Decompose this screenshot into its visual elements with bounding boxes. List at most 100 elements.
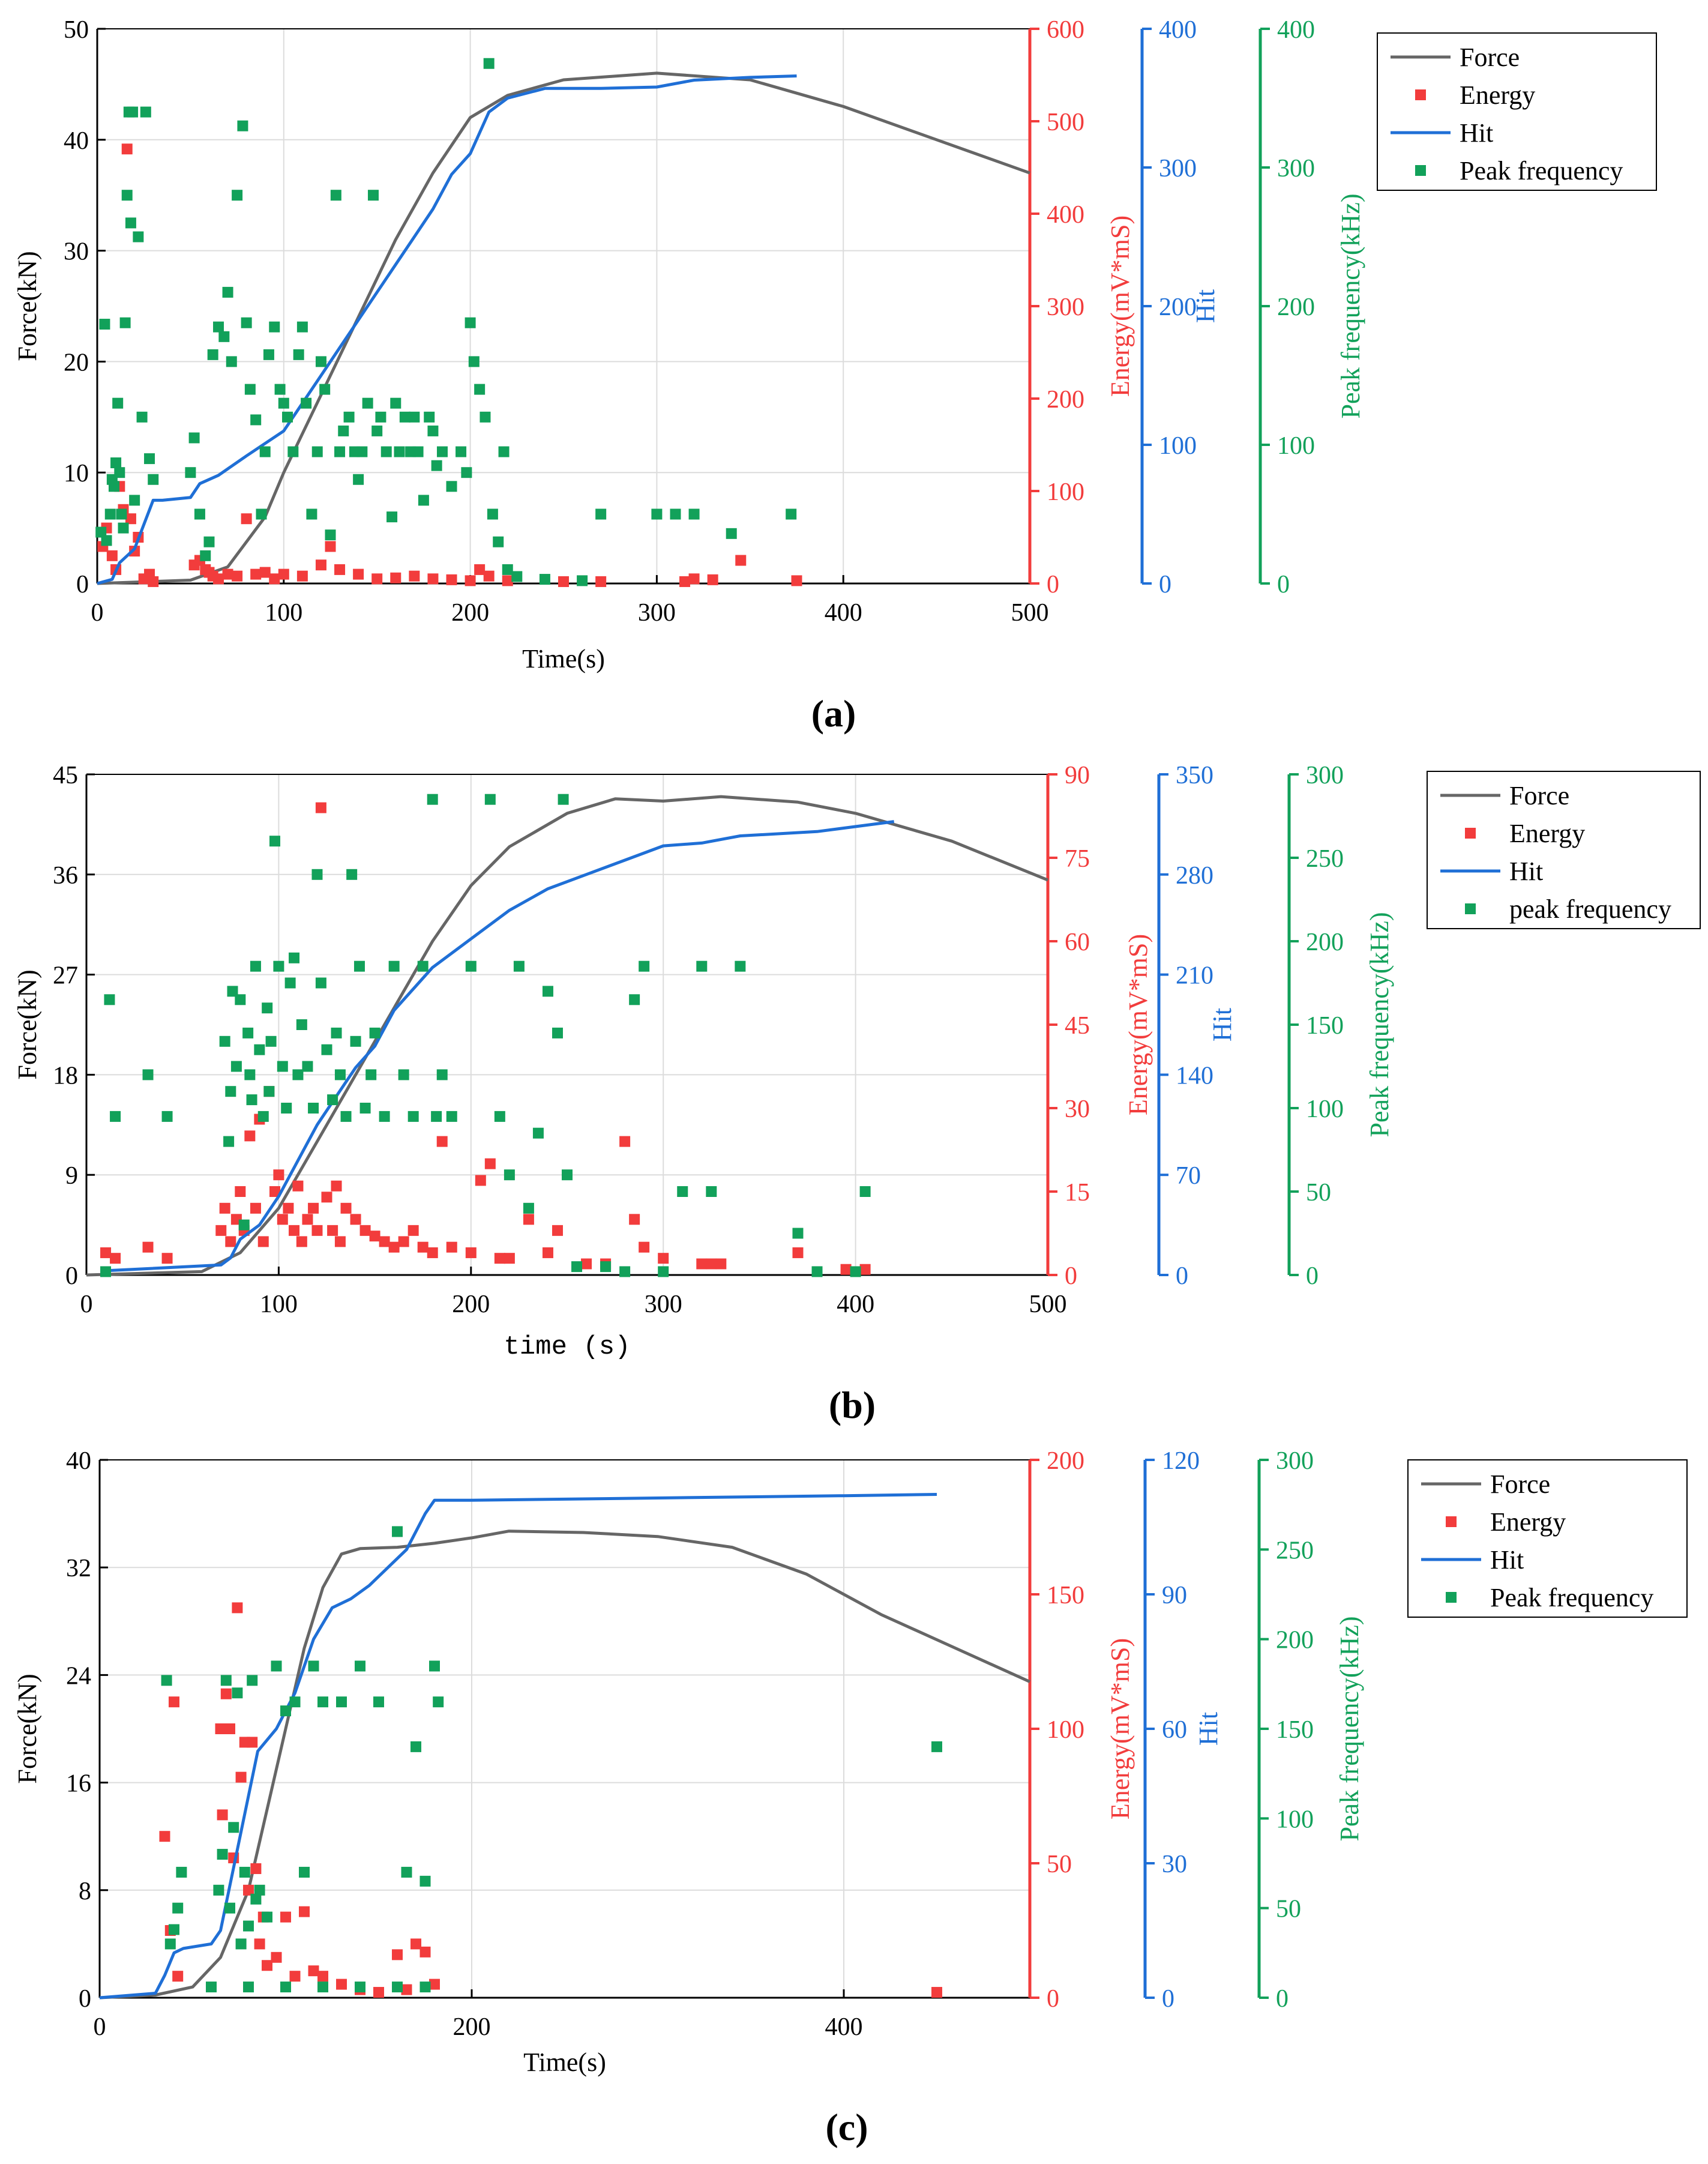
energy-point bbox=[502, 575, 513, 586]
peak-point bbox=[429, 1660, 440, 1672]
peak-point bbox=[315, 356, 326, 367]
peak-point bbox=[356, 446, 368, 457]
peak-point bbox=[338, 425, 349, 436]
legend-label-hit: Hit bbox=[1490, 1545, 1524, 1575]
peak-point bbox=[552, 1027, 563, 1038]
peak-point bbox=[218, 331, 230, 342]
peak-point bbox=[144, 453, 155, 465]
peak-point bbox=[225, 1086, 236, 1097]
x-tick-label: 0 bbox=[91, 599, 104, 627]
peak-point bbox=[263, 349, 274, 360]
peak-point bbox=[394, 446, 405, 457]
energy-point bbox=[110, 1253, 121, 1264]
energy-point bbox=[269, 573, 280, 585]
peak-point bbox=[284, 977, 296, 989]
series-force bbox=[99, 1530, 1031, 2000]
peak-tick-label: 300 bbox=[1306, 762, 1344, 789]
peak-point bbox=[325, 529, 336, 541]
energy-point bbox=[308, 1202, 319, 1214]
energy-point bbox=[169, 1696, 179, 1708]
peak-point bbox=[104, 508, 116, 520]
peak-point bbox=[133, 231, 144, 243]
energy-point bbox=[369, 1231, 380, 1242]
energy-point bbox=[244, 1130, 256, 1142]
x-axis-label: Time(s) bbox=[523, 2048, 606, 2077]
energy-point bbox=[327, 1225, 338, 1236]
energy-point bbox=[325, 541, 336, 552]
peak-point bbox=[121, 190, 133, 201]
peak-point bbox=[431, 1111, 442, 1122]
x-tick-label: 300 bbox=[638, 599, 676, 627]
hit-tick-label: 300 bbox=[1159, 155, 1197, 182]
peak-point bbox=[362, 397, 373, 409]
peak-tick-label: 200 bbox=[1306, 929, 1344, 956]
energy-point bbox=[859, 1264, 871, 1275]
peak-point bbox=[336, 1696, 347, 1708]
energy-point bbox=[483, 570, 495, 582]
legend-label-peak: peak frequency bbox=[1509, 894, 1671, 924]
energy-point bbox=[427, 573, 439, 585]
energy-point bbox=[735, 555, 747, 566]
hit-axis-label: Hit bbox=[1194, 1712, 1223, 1746]
peak-point bbox=[639, 960, 650, 972]
series-peak bbox=[100, 794, 871, 1277]
energy-point bbox=[142, 1241, 154, 1253]
energy-tick-label: 300 bbox=[1047, 294, 1084, 321]
energy-point bbox=[232, 570, 243, 582]
peak-point bbox=[465, 960, 477, 972]
peak-point bbox=[931, 1741, 942, 1752]
peak-point bbox=[412, 446, 424, 457]
force-tick-label: 32 bbox=[66, 1555, 91, 1582]
peak-point bbox=[164, 1938, 176, 1950]
peak-point bbox=[273, 960, 284, 972]
energy-point bbox=[436, 1136, 448, 1147]
x-tick-label: 0 bbox=[80, 1291, 93, 1318]
hit-tick-label: 0 bbox=[1176, 1262, 1188, 1290]
peak-point bbox=[244, 1069, 256, 1080]
force-tick-label: 40 bbox=[64, 127, 89, 155]
peak-point bbox=[226, 356, 237, 367]
energy-point bbox=[581, 1258, 592, 1270]
force-tick-label: 18 bbox=[53, 1062, 78, 1090]
peak-point bbox=[232, 190, 243, 201]
energy-point bbox=[250, 568, 262, 580]
peak-point bbox=[282, 411, 293, 423]
force-tick-label: 16 bbox=[66, 1770, 91, 1798]
energy-point bbox=[484, 1158, 496, 1169]
x-tick-label: 400 bbox=[825, 2013, 863, 2041]
hit-tick-label: 210 bbox=[1176, 962, 1213, 990]
peak-point bbox=[265, 1035, 277, 1047]
energy-point bbox=[289, 1971, 301, 1982]
peak-point bbox=[431, 460, 442, 471]
peak-point bbox=[246, 1094, 257, 1106]
energy-point bbox=[475, 1175, 486, 1186]
peak-point bbox=[513, 960, 525, 972]
peak-tick-label: 250 bbox=[1276, 1537, 1314, 1564]
x-tick-label: 0 bbox=[94, 2013, 106, 2041]
peak-axis-label: Peak frequency(kHz) bbox=[1336, 193, 1365, 418]
energy-point bbox=[219, 1202, 230, 1214]
peak-point bbox=[365, 1069, 377, 1080]
peak-point bbox=[176, 1866, 187, 1878]
energy-tick-label: 0 bbox=[1047, 571, 1059, 598]
peak-point bbox=[502, 564, 513, 575]
peak-point bbox=[148, 474, 159, 485]
peak-tick-label: 300 bbox=[1277, 155, 1315, 182]
chart-panel-c: 0 200 400 Time(s) 0 8 16 24 32 40 Force(kN) 0 50 100 1… bbox=[13, 1447, 1688, 2148]
peak-point bbox=[269, 321, 280, 333]
peak-point bbox=[375, 411, 386, 423]
peak-point bbox=[786, 508, 797, 520]
energy-point bbox=[427, 1247, 438, 1258]
peak-point bbox=[571, 1261, 583, 1273]
peak-point bbox=[172, 1902, 184, 1914]
hit-tick-label: 100 bbox=[1159, 432, 1197, 460]
energy-point bbox=[407, 1225, 419, 1236]
peak-point bbox=[373, 1696, 384, 1708]
peak-point bbox=[696, 960, 708, 972]
energy-point bbox=[217, 1809, 228, 1821]
force-axis-label: Force(kN) bbox=[13, 251, 42, 361]
peak-point bbox=[235, 994, 246, 1005]
peak-point bbox=[142, 1069, 154, 1080]
energy-point bbox=[278, 568, 289, 580]
energy-point bbox=[629, 1214, 640, 1225]
